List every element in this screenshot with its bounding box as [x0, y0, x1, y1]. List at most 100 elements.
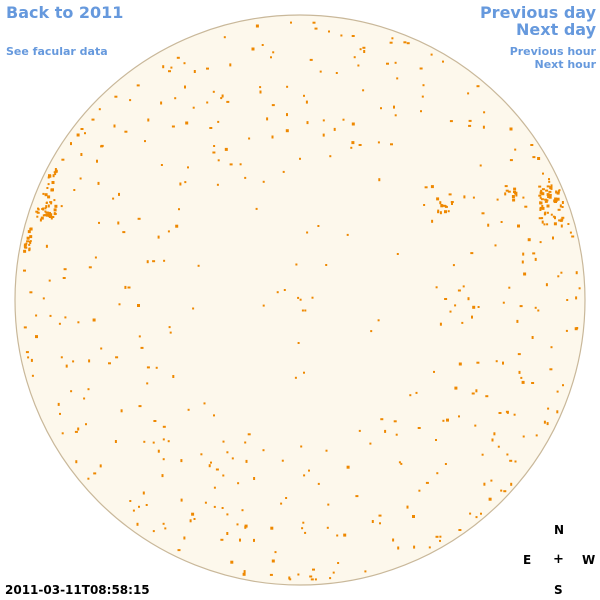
- facula-mark: [262, 449, 265, 452]
- facula-mark: [138, 335, 141, 338]
- facula-mark: [530, 144, 534, 146]
- facula-mark: [185, 121, 189, 125]
- facula-mark: [280, 502, 283, 505]
- previous-hour-link[interactable]: Previous hour: [509, 45, 596, 58]
- facula-mark: [64, 316, 67, 319]
- facula-mark: [439, 211, 442, 215]
- facula-mark: [458, 415, 460, 418]
- facula-mark: [183, 62, 186, 65]
- facula-mark: [305, 100, 308, 104]
- facula-mark: [538, 194, 542, 197]
- facula-mark: [136, 84, 140, 87]
- facula-mark: [515, 194, 518, 197]
- next-hour-link[interactable]: Next hour: [534, 58, 597, 71]
- facula-mark: [91, 118, 95, 121]
- facula-mark: [92, 318, 96, 322]
- previous-day-link[interactable]: Previous day: [479, 3, 596, 22]
- facula-mark: [415, 391, 418, 394]
- facula-mark: [206, 67, 209, 70]
- facula-mark: [346, 465, 350, 469]
- facula-mark: [329, 577, 332, 580]
- facula-mark: [152, 530, 155, 533]
- facula-mark: [379, 522, 381, 525]
- facula-mark: [560, 271, 563, 274]
- facula-mark: [251, 47, 255, 51]
- facula-mark: [29, 235, 33, 239]
- facula-mark: [447, 210, 450, 213]
- facula-mark: [44, 210, 47, 213]
- facula-mark: [522, 435, 525, 438]
- facula-mark: [311, 296, 314, 299]
- facula-mark: [430, 53, 433, 56]
- facula-mark: [421, 95, 424, 98]
- see-facular-data-link[interactable]: See facular data: [6, 45, 108, 58]
- facula-mark: [562, 384, 564, 387]
- facula-mark: [77, 427, 80, 431]
- facula-mark: [79, 177, 82, 180]
- facula-mark: [312, 21, 316, 24]
- facula-mark: [393, 420, 397, 423]
- facula-mark: [475, 389, 478, 393]
- facula-mark: [461, 321, 464, 324]
- facula-mark: [54, 173, 57, 176]
- facula-mark: [327, 503, 330, 506]
- facula-mark: [439, 539, 441, 542]
- facula-mark: [310, 578, 314, 581]
- facula-mark: [61, 158, 65, 161]
- facula-mark: [200, 453, 203, 456]
- facula-mark: [548, 180, 551, 183]
- facula-mark: [172, 375, 175, 378]
- facula-mark: [556, 390, 559, 393]
- facula-mark: [548, 193, 552, 196]
- facula-mark: [178, 208, 180, 211]
- facula-mark: [50, 202, 53, 205]
- facula-mark: [370, 330, 373, 333]
- facula-mark: [394, 114, 397, 117]
- facula-mark: [475, 516, 478, 519]
- facula-mark: [386, 62, 389, 65]
- facula-mark: [294, 376, 297, 379]
- back-to-year-link[interactable]: Back to 2011: [6, 3, 124, 22]
- facula-mark: [545, 189, 549, 192]
- facula-mark: [255, 207, 258, 210]
- facula-mark: [350, 146, 353, 149]
- facula-mark: [522, 252, 525, 256]
- facula-mark: [297, 342, 300, 344]
- facula-mark: [314, 27, 318, 30]
- facula-mark: [50, 217, 53, 220]
- next-day-link[interactable]: Next day: [516, 20, 596, 39]
- facula-mark: [118, 303, 121, 306]
- facula-mark: [308, 469, 310, 472]
- facula-mark: [245, 459, 248, 463]
- facula-mark: [514, 191, 518, 195]
- facula-mark: [44, 193, 48, 197]
- facula-mark: [115, 356, 119, 359]
- facula-mark: [117, 221, 120, 225]
- facula-mark: [27, 356, 30, 359]
- facula-mark: [177, 549, 181, 552]
- facula-mark: [137, 217, 141, 220]
- facula-mark: [147, 118, 150, 122]
- facula-mark: [557, 275, 560, 278]
- facula-mark: [152, 260, 156, 263]
- facula-mark: [271, 559, 275, 563]
- facula-mark: [266, 117, 269, 121]
- facula-mark: [244, 524, 248, 528]
- facula-mark: [521, 260, 524, 264]
- facula-mark: [439, 535, 442, 538]
- facula-mark: [286, 113, 288, 117]
- faculae-layer: [23, 21, 581, 581]
- facula-mark: [522, 196, 525, 199]
- facula-mark: [547, 195, 551, 198]
- facula-mark: [270, 526, 274, 530]
- facula-mark: [462, 285, 465, 288]
- facula-mark: [542, 172, 544, 175]
- facula-mark: [237, 482, 240, 485]
- facula-mark: [444, 210, 447, 214]
- facula-mark: [63, 268, 67, 271]
- facula-mark: [539, 191, 543, 195]
- facula-mark: [184, 85, 186, 89]
- facula-mark: [409, 394, 412, 397]
- facula-mark: [23, 249, 27, 253]
- facula-mark: [448, 193, 452, 196]
